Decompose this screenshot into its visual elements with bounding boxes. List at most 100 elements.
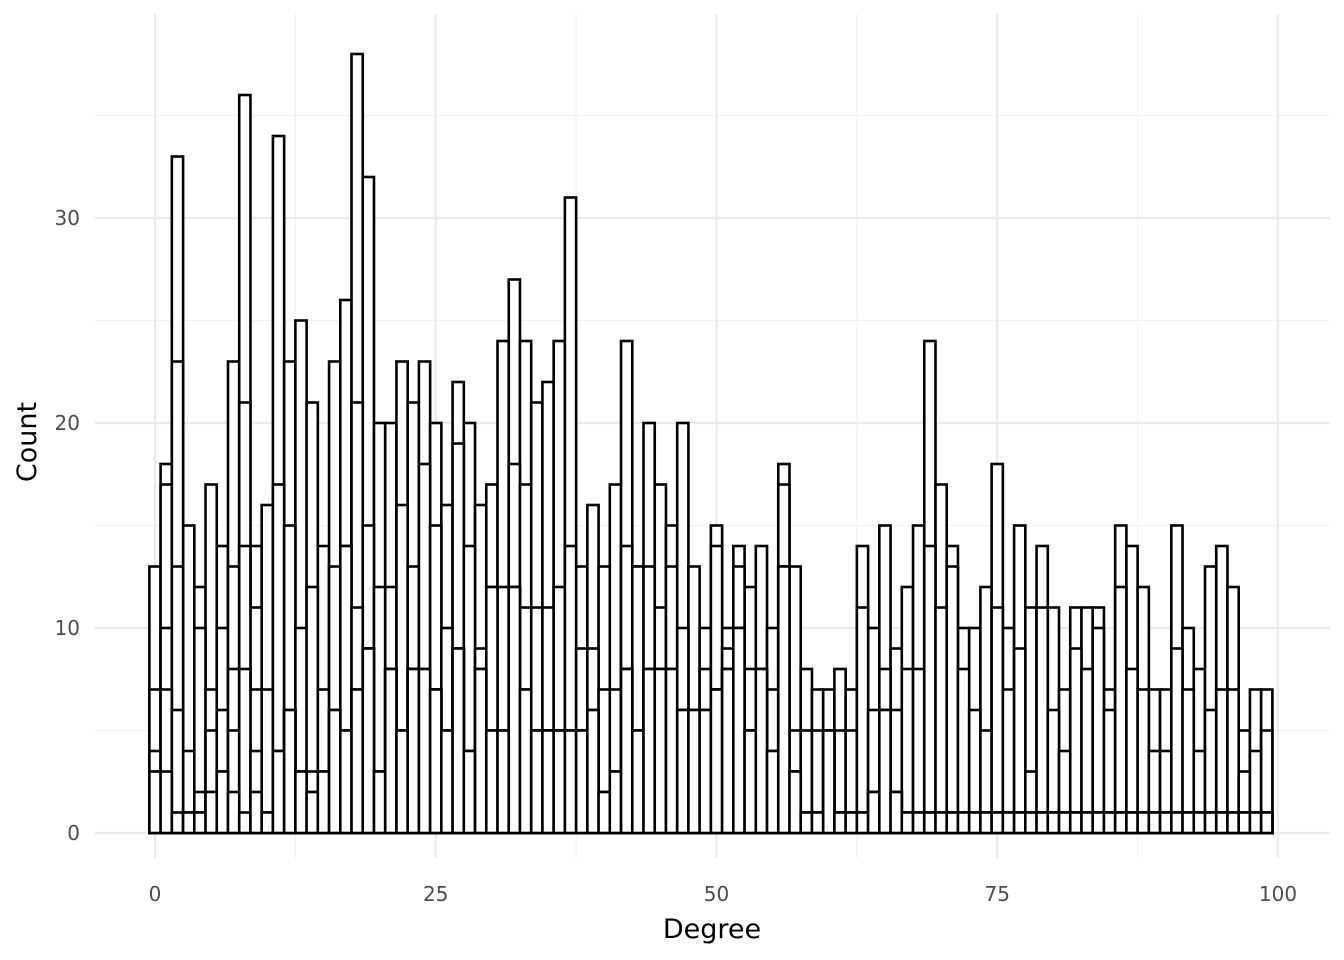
histogram-bar bbox=[215, 770, 230, 835]
histogram-bar bbox=[608, 770, 623, 835]
histogram-bar bbox=[586, 708, 600, 835]
histogram-bar bbox=[911, 811, 926, 835]
histogram-bar bbox=[237, 811, 252, 835]
histogram-bar bbox=[1192, 811, 1207, 835]
histogram-bar bbox=[1068, 647, 1083, 835]
histogram-bar bbox=[473, 667, 488, 835]
histogram-bar bbox=[1214, 811, 1229, 835]
histogram-bar bbox=[1024, 811, 1038, 835]
histogram-bar bbox=[1057, 811, 1072, 835]
histogram-bar bbox=[395, 729, 409, 835]
histogram-bar bbox=[1012, 811, 1027, 835]
histogram-bar bbox=[934, 811, 949, 835]
histogram-bar bbox=[990, 811, 1005, 835]
histogram-bar bbox=[294, 770, 308, 835]
histogram-bar bbox=[338, 729, 353, 835]
histogram-bar bbox=[956, 811, 971, 835]
histogram-bar bbox=[484, 729, 499, 835]
histogram-bar bbox=[327, 708, 342, 835]
x-axis-title: Degree bbox=[663, 914, 761, 945]
histogram-bar bbox=[619, 667, 634, 835]
histogram-bar bbox=[574, 729, 589, 835]
histogram-bar bbox=[159, 770, 174, 835]
histogram-bar bbox=[451, 647, 466, 835]
histogram-bar bbox=[687, 708, 701, 835]
histogram-bar bbox=[720, 667, 735, 835]
histogram-bar bbox=[428, 688, 443, 835]
histogram-bar bbox=[193, 811, 207, 835]
histogram-bar bbox=[844, 811, 859, 835]
histogram-bar bbox=[181, 811, 196, 835]
x-tick-label: 25 bbox=[423, 882, 448, 906]
histogram-bar bbox=[866, 790, 881, 835]
histogram-bar bbox=[316, 770, 331, 835]
histogram-bar bbox=[1125, 667, 1139, 835]
histogram-bar bbox=[350, 688, 365, 835]
histogram-bar bbox=[237, 667, 252, 835]
histogram-bar bbox=[889, 790, 904, 835]
histogram-bar bbox=[1091, 626, 1106, 835]
x-axis-ticks: 0 25 50 75 100 bbox=[149, 882, 1297, 906]
histogram-bar bbox=[788, 770, 803, 835]
histogram-bar bbox=[1001, 811, 1016, 835]
histogram-bar bbox=[799, 811, 814, 835]
histogram-bar bbox=[709, 688, 724, 835]
histogram-bar bbox=[529, 729, 544, 835]
y-tick-label: 10 bbox=[55, 616, 80, 640]
histogram-bar bbox=[878, 708, 892, 835]
histogram-bar bbox=[743, 729, 758, 835]
histogram-bar bbox=[282, 708, 297, 835]
y-tick-label: 0 bbox=[67, 821, 80, 845]
histogram-bar bbox=[855, 811, 870, 835]
histogram-bar bbox=[1012, 647, 1027, 835]
histogram-bar bbox=[664, 667, 679, 835]
histogram-bar bbox=[440, 729, 454, 835]
histogram-bar bbox=[934, 606, 949, 835]
histogram-bar bbox=[372, 770, 387, 835]
histogram-bar bbox=[967, 811, 982, 835]
histogram-bar bbox=[170, 811, 185, 835]
histogram-bar bbox=[855, 606, 870, 835]
histogram-bar bbox=[1113, 585, 1128, 835]
histogram-bar bbox=[922, 544, 937, 835]
x-tick-label: 50 bbox=[704, 882, 729, 906]
histogram-bar bbox=[1091, 811, 1106, 835]
histogram-bar bbox=[922, 811, 937, 835]
histogram-bar bbox=[1136, 811, 1151, 835]
histogram-bar bbox=[630, 729, 645, 835]
histogram-bar bbox=[1203, 811, 1218, 835]
histogram-bar bbox=[1170, 647, 1184, 835]
histogram-bar bbox=[462, 749, 477, 835]
histogram-bar bbox=[1158, 811, 1173, 835]
histogram-bar bbox=[1237, 811, 1252, 835]
histogram-bar bbox=[417, 667, 432, 835]
histogram-bar bbox=[698, 708, 713, 835]
histogram-bar bbox=[1170, 811, 1184, 835]
histogram-bar bbox=[821, 729, 836, 835]
histogram-bar bbox=[541, 729, 555, 835]
histogram-bar bbox=[496, 729, 511, 835]
histogram-bar bbox=[956, 667, 971, 835]
histogram-bar bbox=[406, 667, 421, 835]
y-tick-label: 20 bbox=[55, 411, 80, 435]
histogram-bar bbox=[1259, 811, 1274, 835]
histogram-bar bbox=[1035, 811, 1050, 835]
histogram-bar bbox=[271, 749, 286, 835]
histogram-bar bbox=[754, 667, 769, 835]
histogram-bar bbox=[1147, 811, 1162, 835]
histogram-bar bbox=[563, 729, 578, 835]
histogram-bar bbox=[776, 565, 791, 835]
histogram-bar bbox=[1248, 811, 1263, 835]
histogram-bar bbox=[911, 667, 926, 835]
histogram-bar bbox=[990, 606, 1005, 835]
histogram-bar bbox=[597, 790, 612, 835]
histogram-bar bbox=[260, 811, 275, 835]
histogram-bar bbox=[507, 585, 522, 835]
y-tick-label: 30 bbox=[55, 206, 80, 230]
histogram-bar bbox=[810, 811, 825, 835]
histogram-bar bbox=[900, 811, 915, 835]
histogram-bar bbox=[900, 667, 915, 835]
histogram-bar bbox=[642, 667, 657, 835]
histogram-bar bbox=[1113, 811, 1128, 835]
histogram-bar bbox=[979, 811, 993, 835]
